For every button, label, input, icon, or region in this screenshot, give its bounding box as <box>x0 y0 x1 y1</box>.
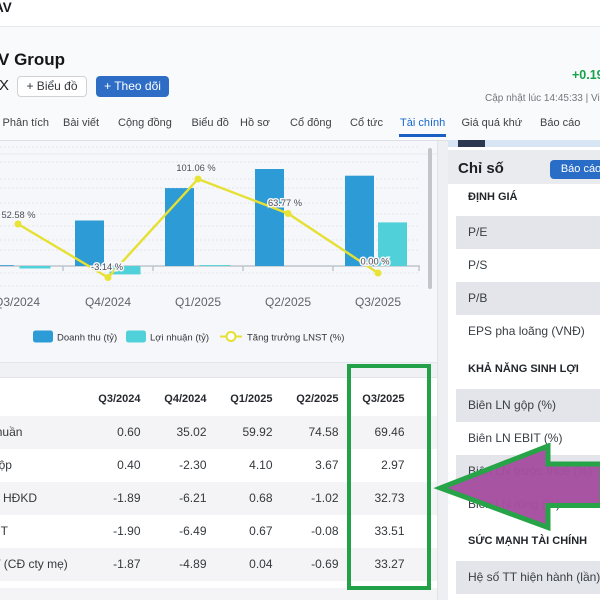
svg-text:Q4/2024: Q4/2024 <box>85 295 131 309</box>
svg-text:0.00 %: 0.00 % <box>361 257 390 267</box>
svg-text:63.77 %: 63.77 % <box>268 198 302 208</box>
svg-text:Q2/2025: Q2/2025 <box>265 295 311 309</box>
svg-text:Q3/2024: Q3/2024 <box>0 295 40 309</box>
svg-text:Lợi nhuận (tỷ): Lợi nhuận (tỷ) <box>150 333 209 344</box>
svg-text:-3.14 %: -3.14 % <box>91 262 123 272</box>
svg-text:Doanh thu (tỷ): Doanh thu (tỷ) <box>57 333 117 344</box>
svg-text:101.06 %: 101.06 % <box>176 163 215 173</box>
svg-text:Q1/2025: Q1/2025 <box>175 295 221 309</box>
svg-text:Tăng trưởng LNST (%): Tăng trưởng LNST (%) <box>247 333 344 344</box>
svg-text:52.58 %: 52.58 % <box>1 210 35 220</box>
svg-text:Q3/2025: Q3/2025 <box>355 295 401 309</box>
